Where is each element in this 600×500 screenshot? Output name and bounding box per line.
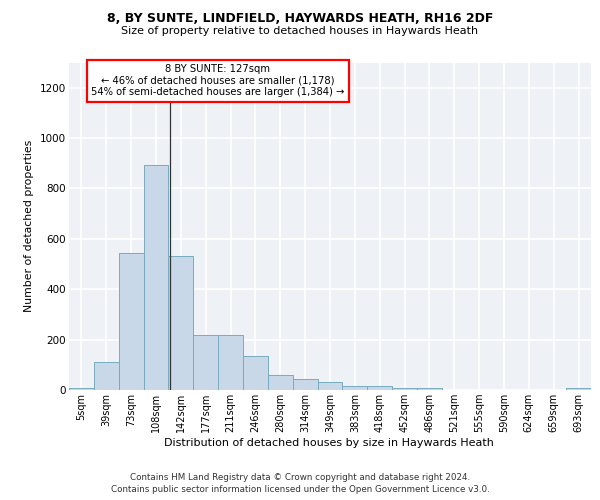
- Text: Contains public sector information licensed under the Open Government Licence v3: Contains public sector information licen…: [110, 485, 490, 494]
- Bar: [317, 382, 343, 390]
- Bar: [243, 356, 268, 390]
- Text: 8, BY SUNTE, LINDFIELD, HAYWARDS HEATH, RH16 2DF: 8, BY SUNTE, LINDFIELD, HAYWARDS HEATH, …: [107, 12, 493, 25]
- Bar: [143, 164, 169, 390]
- Bar: [169, 256, 193, 390]
- Bar: [566, 388, 591, 390]
- Bar: [193, 334, 218, 390]
- Bar: [367, 386, 392, 390]
- Bar: [268, 375, 293, 390]
- Bar: [218, 334, 243, 390]
- Bar: [417, 388, 442, 390]
- Bar: [392, 388, 417, 390]
- Bar: [293, 378, 317, 390]
- Text: 8 BY SUNTE: 127sqm
← 46% of detached houses are smaller (1,178)
54% of semi-deta: 8 BY SUNTE: 127sqm ← 46% of detached hou…: [91, 64, 344, 98]
- Y-axis label: Number of detached properties: Number of detached properties: [25, 140, 34, 312]
- Bar: [119, 252, 143, 390]
- Bar: [343, 386, 367, 390]
- Text: Size of property relative to detached houses in Haywards Heath: Size of property relative to detached ho…: [121, 26, 479, 36]
- Bar: [69, 388, 94, 390]
- Text: Distribution of detached houses by size in Haywards Heath: Distribution of detached houses by size …: [164, 438, 494, 448]
- Bar: [94, 362, 119, 390]
- Text: Contains HM Land Registry data © Crown copyright and database right 2024.: Contains HM Land Registry data © Crown c…: [130, 472, 470, 482]
